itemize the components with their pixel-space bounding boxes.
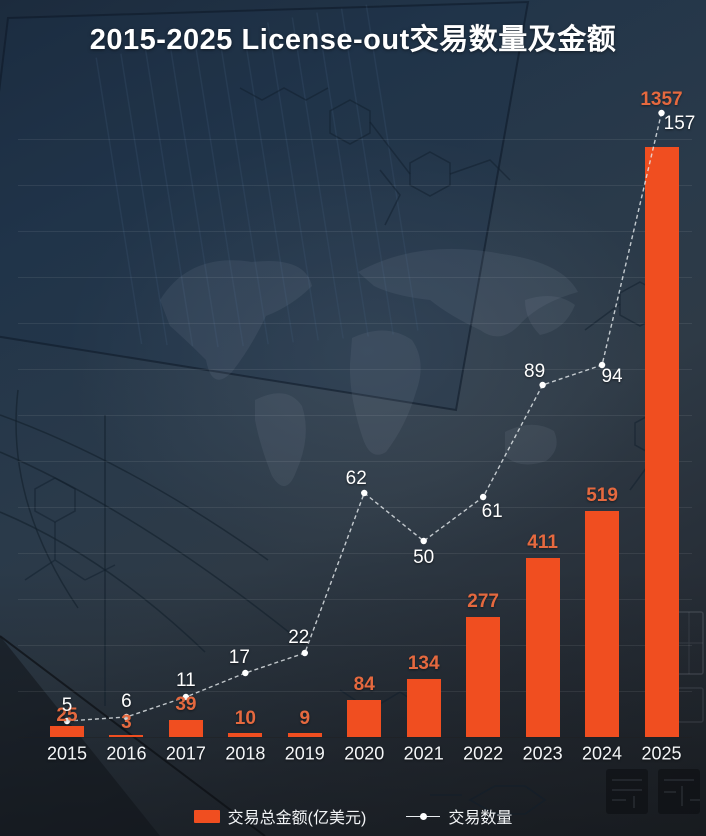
- bar-2024: [585, 511, 620, 737]
- amount-label-2024: 519: [586, 485, 618, 507]
- x-axis-label-2020: 2020: [344, 743, 385, 764]
- x-axis-label-2025: 2025: [641, 743, 682, 764]
- chart-title: 2015-2025 License-out交易数量及金额: [89, 24, 617, 56]
- count-label-2022: 61: [481, 501, 503, 522]
- amount-label-2022: 277: [467, 590, 499, 612]
- legend-item-amount: 交易总金额(亿美元): [193, 804, 367, 828]
- count-label-2018: 17: [228, 647, 250, 668]
- amount-label-2016: 3: [121, 712, 132, 733]
- legend-amount-label: 交易总金额(亿美元): [227, 810, 367, 827]
- line-dot-2019: [301, 649, 308, 657]
- count-label-2024: 94: [601, 366, 623, 387]
- bar-2015: [50, 726, 84, 737]
- amount-label-2020: 84: [353, 674, 375, 696]
- count-label-2025: 157: [663, 113, 696, 134]
- bar-2016: [109, 735, 144, 737]
- line-dot-2022: [479, 493, 487, 501]
- legend-item-count: 交易数量: [406, 804, 512, 828]
- legend-count-label: 交易数量: [448, 810, 513, 827]
- bar-2023: [525, 558, 560, 737]
- line-dot-2018: [242, 669, 249, 677]
- bar-2019: [287, 733, 322, 737]
- amount-bar-swatch-icon: [193, 809, 220, 823]
- amount-label-2021: 134: [407, 652, 440, 674]
- line-dot-2021: [420, 537, 427, 545]
- amount-label-2017: 39: [175, 694, 197, 716]
- x-axis-label-2019: 2019: [284, 743, 325, 764]
- amount-label-2018: 10: [234, 707, 256, 729]
- bar-2025: [644, 146, 679, 737]
- count-label-2021: 50: [413, 547, 435, 568]
- count-label-2023: 89: [524, 361, 546, 382]
- x-axis-label-2024: 2024: [582, 743, 623, 764]
- legend: 交易总金额(亿美元) 交易数量: [0, 804, 706, 828]
- amount-label-2023: 411: [527, 532, 558, 554]
- x-axis-label-2015: 2015: [46, 743, 88, 764]
- count-label-2015: 5: [61, 695, 73, 716]
- x-axis-label-2021: 2021: [403, 743, 444, 764]
- bar-2017: [168, 720, 203, 737]
- x-axis-line: [18, 737, 692, 738]
- count-line-path: [66, 112, 663, 722]
- x-axis-label-2016: 2016: [106, 743, 147, 764]
- x-axis-label-2018: 2018: [225, 743, 266, 764]
- amount-label-2025: 1357: [640, 88, 683, 110]
- x-axis-label-2022: 2022: [463, 743, 504, 764]
- count-label-2020: 62: [345, 468, 367, 489]
- bar-2020: [347, 700, 382, 737]
- count-label-2017: 11: [176, 670, 196, 691]
- count-line-swatch-icon: [406, 810, 441, 823]
- count-label-2019: 22: [288, 627, 310, 648]
- amount-label-2019: 9: [299, 708, 311, 730]
- count-label-2016: 6: [121, 691, 132, 712]
- x-axis-label-2023: 2023: [522, 743, 563, 764]
- bar-2022: [466, 616, 501, 737]
- bar-2021: [406, 678, 441, 737]
- x-axis-label-2017: 2017: [165, 743, 206, 764]
- line-dot-2020: [361, 489, 368, 497]
- bar-2018: [228, 732, 263, 737]
